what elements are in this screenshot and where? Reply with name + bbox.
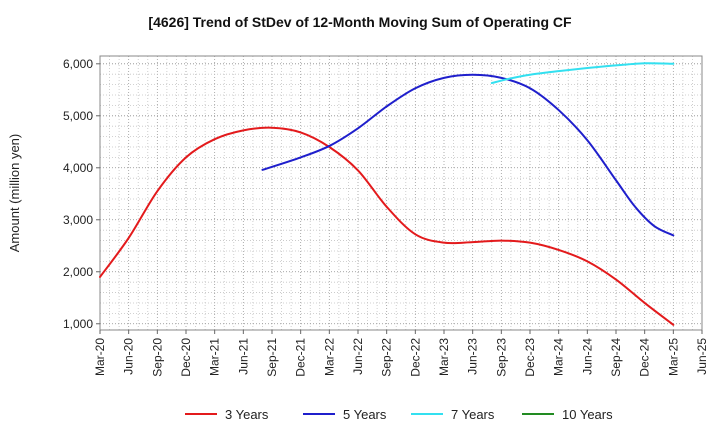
series-line-3-years — [99, 126, 675, 326]
y-tick-label: 5,000 — [63, 109, 93, 123]
legend-item-10-years: 10 Years — [522, 407, 613, 422]
y-axis-ticks: 1,000 2,000 3,000 4,000 5,000 6,000 — [63, 57, 100, 331]
x-tick-label: Sep-21 — [265, 338, 279, 377]
x-tick-label: Mar-21 — [208, 338, 222, 376]
y-tick-label: 1,000 — [63, 317, 93, 331]
y-tick-label: 4,000 — [63, 161, 93, 175]
x-tick-label: Jun-24 — [580, 338, 594, 375]
plot-area-border — [99, 55, 703, 331]
x-tick-label: Jun-22 — [351, 338, 365, 375]
series-lines — [99, 62, 675, 326]
x-tick-label: Jun-21 — [236, 338, 250, 375]
y-axis-label: Amount (million yen) — [7, 134, 22, 253]
x-tick-label: Dec-22 — [408, 338, 422, 377]
y-tick-label: 3,000 — [63, 213, 93, 227]
x-tick-label: Sep-22 — [380, 338, 394, 377]
legend-label: 10 Years — [562, 407, 613, 422]
legend-label: 5 Years — [343, 407, 387, 422]
x-tick-label: Mar-25 — [666, 338, 680, 376]
x-tick-label: Dec-20 — [179, 338, 193, 377]
x-tick-label: Dec-24 — [638, 338, 652, 377]
series-line-7-years — [490, 62, 675, 85]
x-tick-label: Jun-20 — [122, 338, 136, 375]
y-tick-label: 6,000 — [63, 57, 93, 71]
x-tick-label: Sep-23 — [494, 338, 508, 377]
grid-lines — [100, 56, 702, 330]
legend-label: 7 Years — [451, 407, 495, 422]
x-tick-label: Dec-23 — [523, 338, 537, 377]
legend: 3 Years 5 Years 7 Years 10 Years — [185, 407, 613, 422]
chart-title: [4626] Trend of StDev of 12-Month Moving… — [148, 14, 572, 30]
x-tick-label: Mar-20 — [93, 338, 107, 376]
legend-item-5-years: 5 Years — [303, 407, 387, 422]
x-tick-label: Dec-21 — [294, 338, 308, 377]
x-tick-label: Jun-25 — [695, 338, 709, 375]
legend-item-3-years: 3 Years — [185, 407, 269, 422]
x-tick-label: Mar-23 — [437, 338, 451, 376]
x-tick-label: Mar-24 — [552, 338, 566, 376]
y-tick-label: 2,000 — [63, 265, 93, 279]
legend-item-7-years: 7 Years — [411, 407, 495, 422]
legend-label: 3 Years — [225, 407, 269, 422]
x-axis-ticks: Mar-20 Jun-20 Sep-20 Dec-20 Mar-21 Jun-21 Sep-… — [93, 330, 709, 377]
x-tick-label: Sep-20 — [150, 338, 164, 377]
x-tick-label: Jun-23 — [466, 338, 480, 375]
series-line-5-years — [261, 73, 675, 237]
x-tick-label: Mar-22 — [322, 338, 336, 376]
x-tick-label: Sep-24 — [609, 338, 623, 377]
